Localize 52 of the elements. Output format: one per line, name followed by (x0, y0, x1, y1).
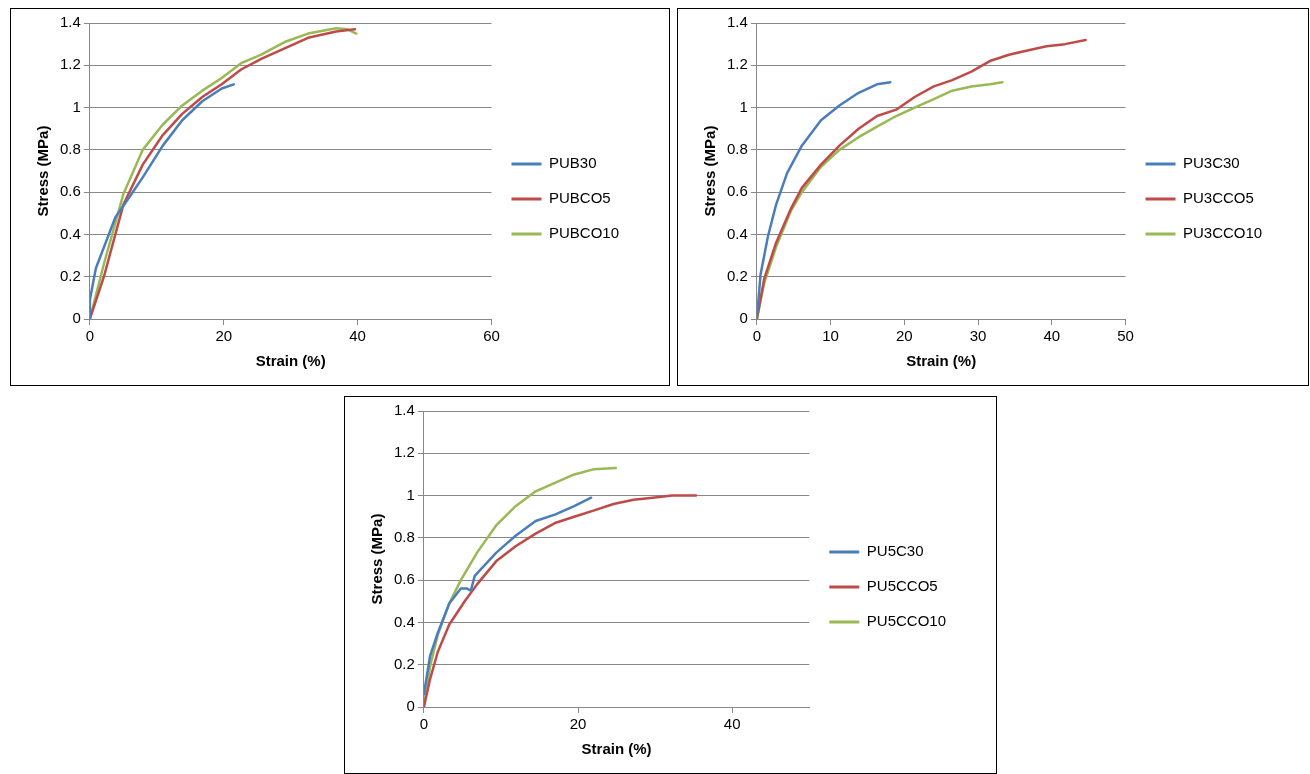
legend-label: PUBCO10 (548, 224, 619, 242)
x-axis-title: Strain (%) (581, 740, 652, 758)
x-tick-label: 40 (349, 327, 366, 345)
legend-label: PU5CCO5 (866, 577, 938, 595)
y-tick-label: 0.4 (59, 224, 81, 242)
y-tick-label: 0.2 (726, 266, 748, 284)
x-tick-label: 50 (1117, 327, 1134, 345)
y-tick-label: 0 (739, 309, 748, 327)
y-tick-label: 1 (72, 97, 81, 115)
y-tick-label: 0.8 (726, 140, 748, 157)
y-axis-title: Stress (MPa) (34, 125, 52, 217)
x-tick-label: 60 (483, 327, 500, 345)
y-tick-label: 1.2 (393, 443, 415, 461)
y-tick-label: 1.4 (393, 401, 415, 419)
legend-label: PU3CCO10 (1183, 224, 1263, 242)
y-tick-label: 0.6 (393, 570, 415, 588)
legend-label: PU5CCO10 (866, 612, 947, 630)
y-tick-label: 1 (406, 485, 415, 503)
x-tick-label: 10 (822, 327, 839, 345)
legend-label: PU3CCO5 (1183, 189, 1254, 207)
y-tick-label: 0 (72, 309, 81, 327)
x-tick-label: 40 (1043, 327, 1061, 345)
y-tick-label: 0.8 (59, 140, 81, 157)
x-axis-title: Strain (%) (906, 352, 977, 370)
y-tick-label: 1 (739, 97, 748, 115)
x-tick-label: 30 (969, 327, 987, 345)
y-tick-label: 0 (406, 697, 415, 715)
y-tick-label: 0.6 (726, 182, 748, 200)
legend-label: PU3C30 (1183, 154, 1240, 172)
x-tick-label: 0 (85, 327, 95, 345)
y-tick-label: 1.4 (59, 13, 81, 31)
legend-label: PUBCO5 (548, 189, 611, 207)
x-tick-label: 20 (569, 715, 587, 733)
y-tick-label: 0.2 (393, 654, 415, 672)
x-tick-label: 0 (752, 327, 762, 345)
x-axis-title: Strain (%) (255, 352, 326, 370)
y-tick-label: 0.8 (393, 528, 415, 545)
y-tick-label: 1.2 (726, 55, 748, 73)
y-tick-label: 0.2 (59, 266, 81, 284)
y-tick-label: 0.4 (726, 224, 748, 242)
legend-label: PU5C30 (866, 542, 924, 560)
x-tick-label: 0 (419, 715, 429, 733)
x-tick-label: 40 (723, 715, 741, 733)
y-axis-title: Stress (MPa) (701, 125, 719, 217)
y-axis-title: Stress (MPa) (368, 513, 386, 605)
y-tick-label: 0.6 (59, 182, 81, 200)
y-tick-label: 1.4 (726, 13, 748, 31)
y-tick-label: 1.2 (59, 55, 81, 73)
x-tick-label: 20 (895, 327, 913, 345)
legend-label: PUB30 (548, 154, 597, 172)
y-tick-label: 0.4 (393, 612, 415, 630)
x-tick-label: 20 (215, 327, 233, 345)
